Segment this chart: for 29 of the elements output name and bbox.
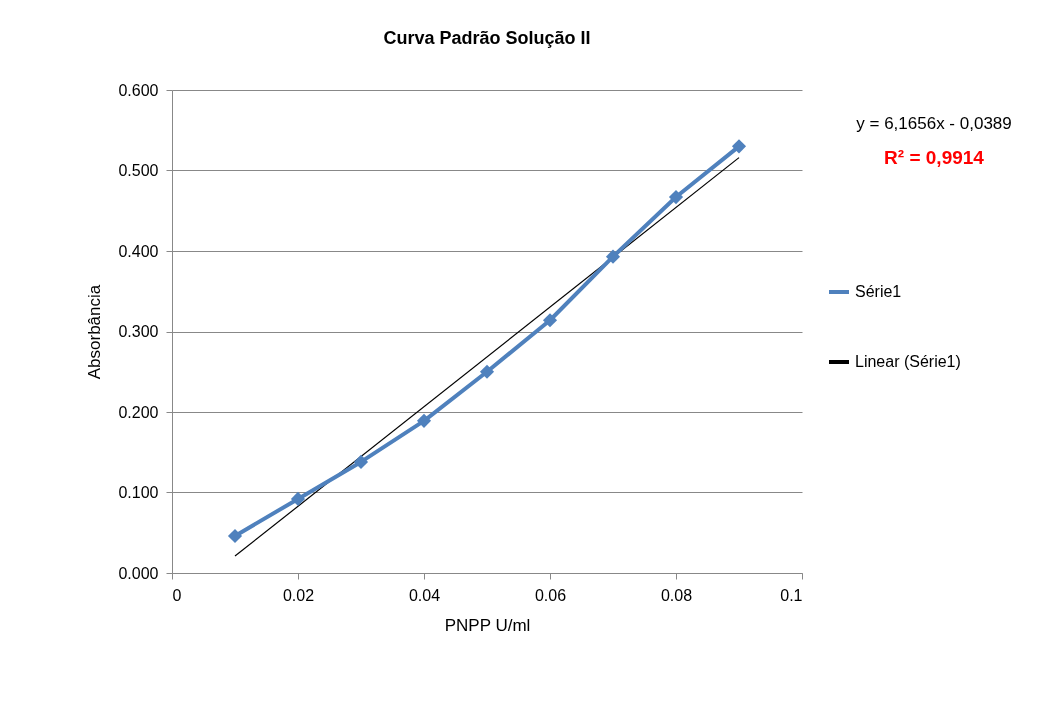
y-tick-label: 0.600 [118,81,159,99]
legend-label: Linear (Série1) [855,353,961,370]
x-tick-label: 0.04 [408,586,441,604]
point [479,364,495,379]
point [353,454,369,469]
y-tick-label: 0.400 [118,242,159,260]
x-tick-label: 0.08 [660,586,693,604]
point [290,491,306,507]
point [605,249,621,264]
point [542,313,558,328]
point [416,413,432,428]
y-tick-label: 0.200 [118,403,159,421]
y-tick-label: 0.500 [118,162,159,179]
legend-label: Série1 [855,283,902,300]
text: R² = 0,9914 [884,147,985,168]
y-tick-label: 0.300 [118,323,159,340]
x-tick-label: 0.1 [780,586,803,604]
x-axis-title: PNPP U/ml [444,615,531,635]
x-tick-label: 0.02 [282,586,315,604]
y-axis-title: Absorbância [85,284,105,380]
point [227,528,243,544]
chart-title: Curva Padrão Solução II [383,28,591,48]
x-tick-label: 0.06 [534,586,567,604]
text: y = 6,1656x - 0,0389 [856,114,1012,133]
point [731,139,747,154]
point [668,189,684,205]
y-tick-label: 0.100 [118,484,159,501]
y-tick-label: 0.000 [118,564,159,582]
x-tick-label: 0 [172,586,182,604]
